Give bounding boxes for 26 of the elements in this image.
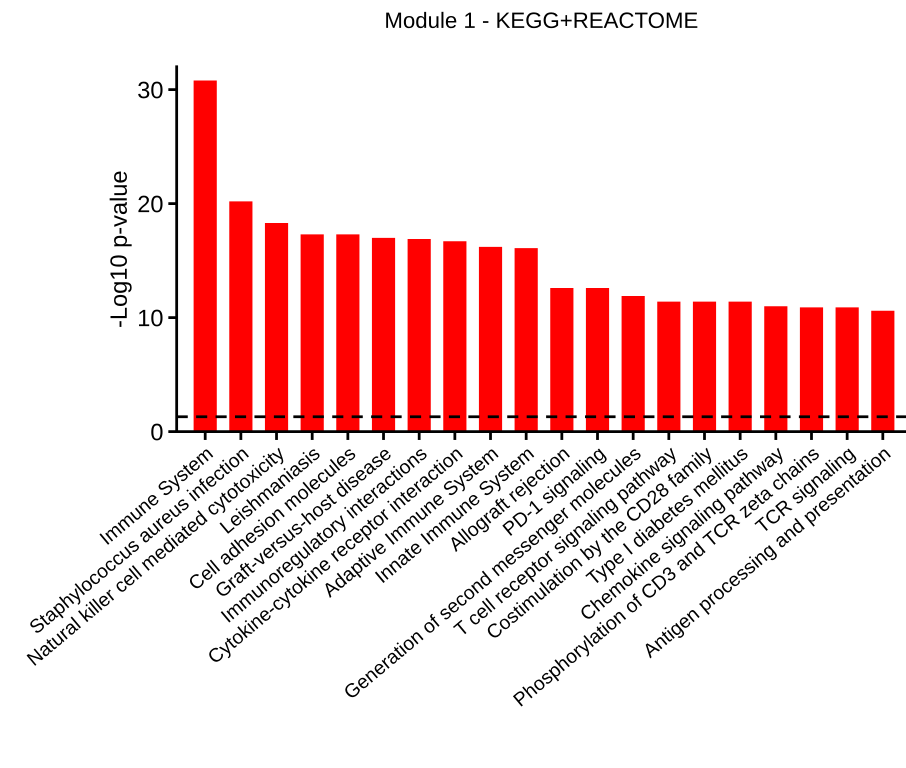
bar	[728, 302, 752, 432]
bar	[550, 288, 574, 432]
bar	[692, 302, 716, 432]
y-tick-label: 0	[151, 424, 163, 440]
bar	[372, 238, 396, 432]
bar	[194, 80, 217, 432]
bar	[408, 238, 431, 432]
bar	[622, 296, 645, 432]
bar	[229, 201, 252, 432]
bar	[264, 222, 288, 432]
bar	[514, 248, 538, 432]
bar	[586, 288, 610, 432]
y-tick-label: 30	[138, 82, 163, 98]
bar	[336, 234, 360, 432]
chart-title: Module 1 - KEGG+REACTOME	[386, 12, 698, 28]
bar	[800, 307, 824, 432]
bar	[443, 241, 466, 432]
y-tick-label: 20	[138, 196, 163, 212]
y-axis-title: -Log10 p-value	[110, 172, 132, 327]
bar	[764, 306, 788, 432]
bar	[478, 246, 502, 432]
y-tick-label: 10	[139, 310, 163, 326]
bar	[836, 307, 859, 432]
bar	[657, 302, 680, 432]
bar	[871, 310, 894, 432]
bar	[300, 234, 324, 432]
